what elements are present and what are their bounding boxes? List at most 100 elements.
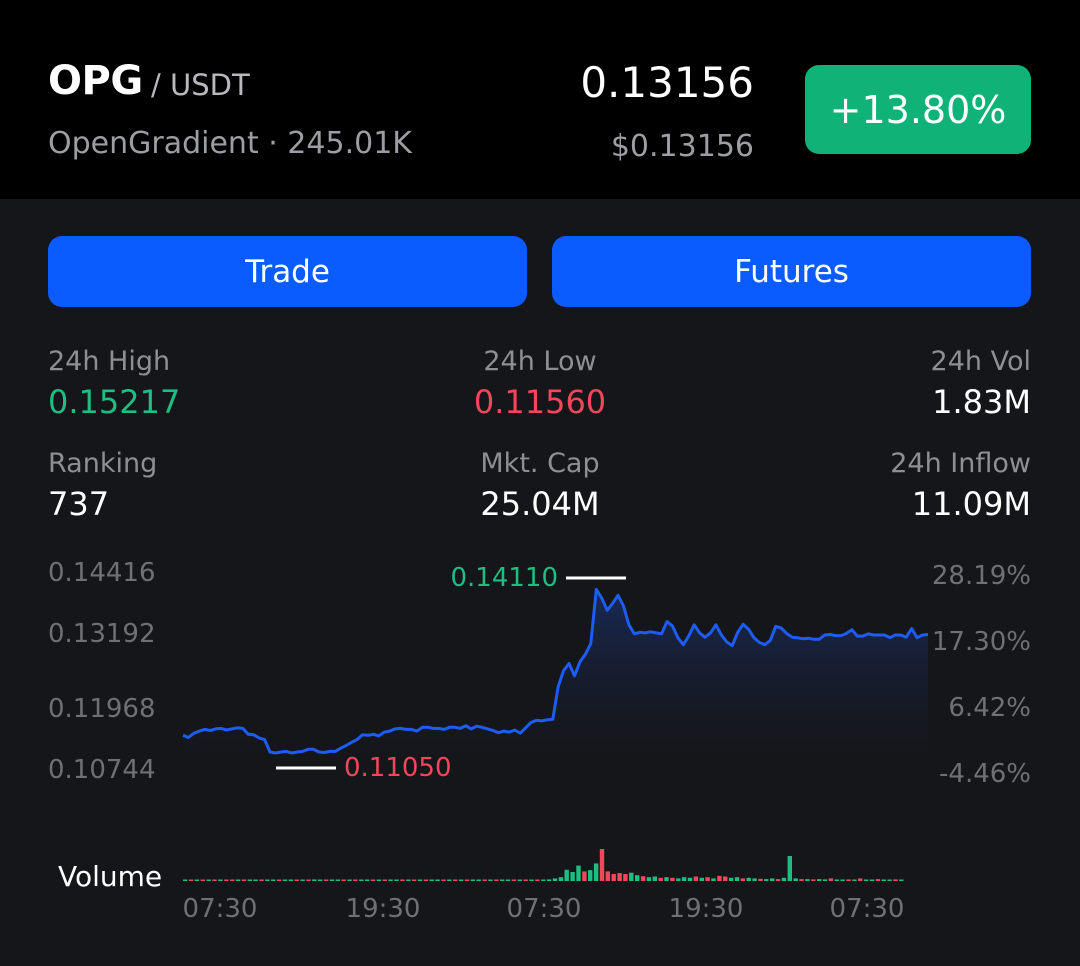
volume-bar — [899, 879, 904, 881]
volume-bar — [224, 879, 229, 881]
volume-bar — [734, 877, 740, 881]
vol-value: 1.83M — [932, 383, 1031, 421]
volume-bar — [863, 879, 869, 881]
volume-bar — [623, 874, 628, 881]
volume-bar — [194, 879, 200, 881]
volume-bar — [470, 879, 475, 881]
volume-bar — [646, 877, 652, 881]
volume-bar — [576, 865, 581, 881]
volume-bar — [230, 879, 235, 881]
volume-bar — [365, 879, 370, 881]
last-price: 0.13156 — [580, 58, 754, 107]
volume-bar — [458, 879, 464, 881]
volume-bar — [388, 879, 393, 881]
volume-bar — [758, 878, 763, 881]
volume-bar — [535, 879, 540, 881]
volume-bar — [394, 879, 399, 881]
volume-bar — [564, 869, 569, 881]
volume-bar — [881, 879, 886, 881]
volume-bar — [482, 879, 487, 881]
volume-bar — [300, 879, 305, 881]
volume-bar — [353, 879, 358, 881]
trade-button[interactable]: Trade — [48, 236, 527, 307]
x-tick: 19:30 — [668, 894, 744, 924]
y-tick-left: 0.13192 — [48, 619, 156, 649]
volume-bar — [435, 879, 440, 881]
volume-bar — [640, 876, 646, 881]
volume-bar — [276, 879, 282, 881]
y-tick-left: 0.10744 — [48, 755, 156, 785]
price-line — [182, 587, 929, 755]
y-tick-left: 0.11968 — [48, 694, 156, 724]
volume-bar — [329, 879, 335, 881]
volume-bar — [599, 849, 605, 881]
volume-bar — [453, 879, 458, 881]
volume-bar — [893, 879, 898, 881]
volume-bar — [282, 879, 288, 881]
volume-bar — [429, 879, 434, 881]
volume-bar — [400, 879, 405, 881]
volume-bar — [447, 879, 452, 881]
futures-button[interactable]: Futures — [552, 236, 1031, 307]
volume-bar — [717, 875, 722, 881]
volume-bar — [617, 873, 622, 881]
volume-bar — [200, 879, 205, 881]
volume-bar — [188, 879, 194, 881]
volume-bar — [781, 877, 787, 881]
x-tick: 19:30 — [345, 894, 421, 924]
change-badge: +13.80% — [805, 65, 1031, 154]
volume-bar — [423, 879, 429, 881]
volume-bar — [347, 879, 352, 881]
volume-bar — [787, 856, 792, 881]
inflow-value: 11.09M — [911, 485, 1031, 523]
quote-pair: / USDT — [151, 68, 250, 102]
volume-bar — [294, 879, 299, 881]
volume-bars — [183, 849, 904, 881]
volume-bar — [376, 879, 382, 881]
low-value: 0.11560 — [473, 383, 607, 421]
volume-bar — [241, 879, 247, 881]
volume-bar — [265, 879, 270, 881]
volume-bar — [664, 877, 669, 881]
volume-bar — [711, 878, 716, 881]
volume-bar — [834, 879, 839, 881]
usd-price: $0.13156 — [610, 129, 754, 164]
volume-bar — [570, 872, 575, 881]
volume-bar — [511, 879, 517, 881]
volume-bar — [705, 877, 710, 881]
volume-bar — [846, 879, 851, 881]
volume-bar — [441, 879, 446, 881]
x-tick: 07:30 — [829, 894, 905, 924]
volume-bar — [359, 879, 364, 881]
volume-bar — [770, 878, 775, 881]
volume-bar — [629, 872, 634, 881]
volume-bar — [793, 878, 798, 881]
volume-bar — [728, 877, 734, 881]
volume-bar — [605, 871, 610, 881]
y-tick-right: 6.42% — [948, 693, 1031, 723]
y-tick-right: 17.30% — [931, 627, 1031, 657]
volume-bar — [635, 875, 640, 881]
price-area-fill — [183, 589, 928, 770]
volume-bar — [681, 877, 687, 881]
x-tick: 07:30 — [506, 894, 582, 924]
volume-bar — [517, 879, 522, 881]
volume-bar — [288, 879, 294, 881]
volume-bar — [582, 871, 587, 881]
volume-bar — [488, 879, 493, 881]
low-label: 24h Low — [483, 346, 597, 377]
volume-bar — [699, 877, 704, 881]
volume-bar — [805, 879, 810, 881]
volume-bar — [235, 879, 241, 881]
x-tick: 07:30 — [182, 894, 258, 924]
volume-bar — [494, 879, 499, 881]
volume-bar — [693, 876, 699, 881]
volume-bar — [840, 879, 845, 881]
token-name-volume: OpenGradient · 245.01K — [48, 126, 412, 161]
min-price-label: 0.11050 — [344, 753, 452, 783]
volume-bar — [817, 879, 822, 881]
volume-bar — [505, 879, 511, 881]
vol-label: 24h Vol — [930, 346, 1031, 377]
volume-bar — [658, 877, 663, 881]
